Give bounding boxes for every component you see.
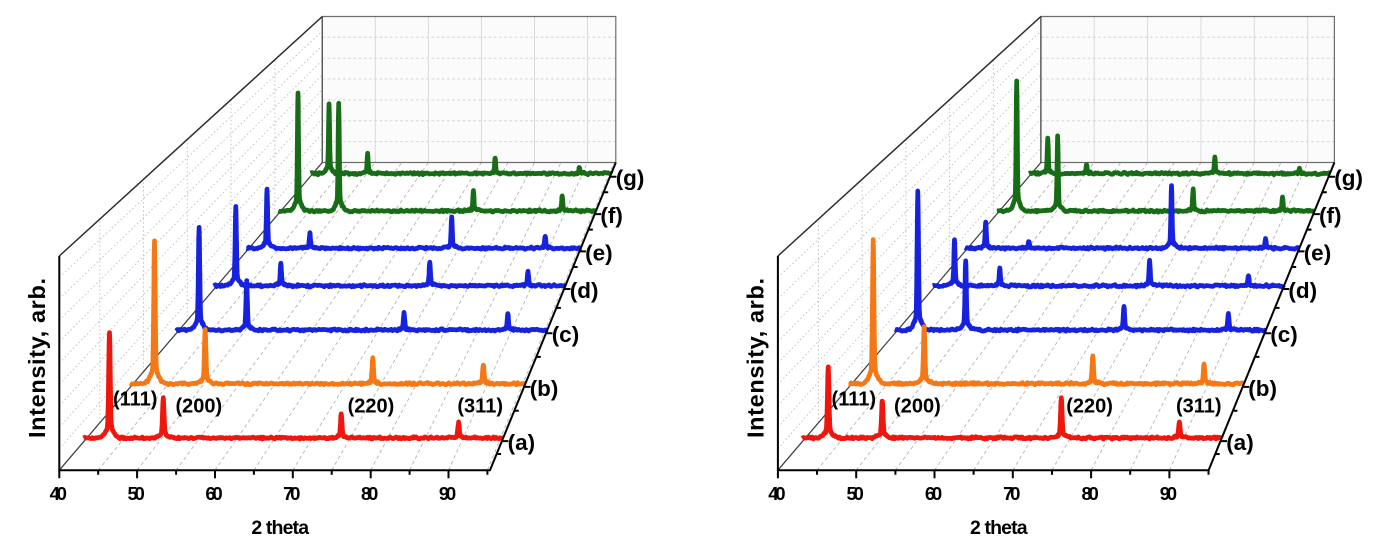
svg-text:(c): (c) — [1270, 322, 1298, 347]
svg-text:50: 50 — [847, 483, 864, 504]
svg-text:40: 40 — [50, 483, 67, 504]
svg-text:90: 90 — [439, 483, 456, 504]
svg-text:(d): (d) — [1288, 278, 1317, 303]
svg-text:Intensity, arb.: Intensity, arb. — [743, 278, 769, 438]
svg-text:60: 60 — [925, 483, 942, 504]
svg-text:Intensity, arb.: Intensity, arb. — [24, 278, 50, 438]
svg-text:(311): (311) — [1176, 395, 1222, 417]
svg-text:70: 70 — [283, 483, 300, 504]
svg-text:(e): (e) — [1304, 240, 1332, 265]
svg-text:(f): (f) — [1319, 203, 1341, 228]
svg-text:(200): (200) — [894, 395, 941, 417]
svg-text:60: 60 — [205, 483, 222, 504]
svg-text:(g): (g) — [616, 166, 645, 191]
svg-text:(c): (c) — [552, 322, 580, 347]
svg-text:(220): (220) — [1066, 395, 1113, 417]
svg-text:80: 80 — [1081, 483, 1098, 504]
svg-text:(220): (220) — [348, 395, 395, 417]
svg-text:(200): (200) — [175, 395, 222, 417]
svg-text:(e): (e) — [585, 240, 613, 265]
svg-text:70: 70 — [1003, 483, 1020, 504]
svg-text:2 theta: 2 theta — [970, 517, 1028, 539]
svg-text:(d): (d) — [570, 278, 599, 303]
svg-text:80: 80 — [361, 483, 378, 504]
svg-text:(111): (111) — [113, 389, 157, 411]
svg-text:(111): (111) — [832, 389, 876, 411]
svg-text:(b): (b) — [530, 376, 559, 401]
svg-text:40: 40 — [768, 483, 785, 504]
svg-text:2 theta: 2 theta — [251, 517, 309, 539]
svg-text:(a): (a) — [508, 430, 535, 455]
svg-text:(b): (b) — [1248, 376, 1277, 401]
svg-text:(f): (f) — [600, 203, 622, 228]
svg-text:(a): (a) — [1226, 430, 1254, 455]
svg-text:(g): (g) — [1334, 166, 1363, 191]
svg-text:90: 90 — [1160, 483, 1177, 504]
svg-text:50: 50 — [127, 483, 144, 504]
svg-text:(311): (311) — [457, 395, 503, 417]
